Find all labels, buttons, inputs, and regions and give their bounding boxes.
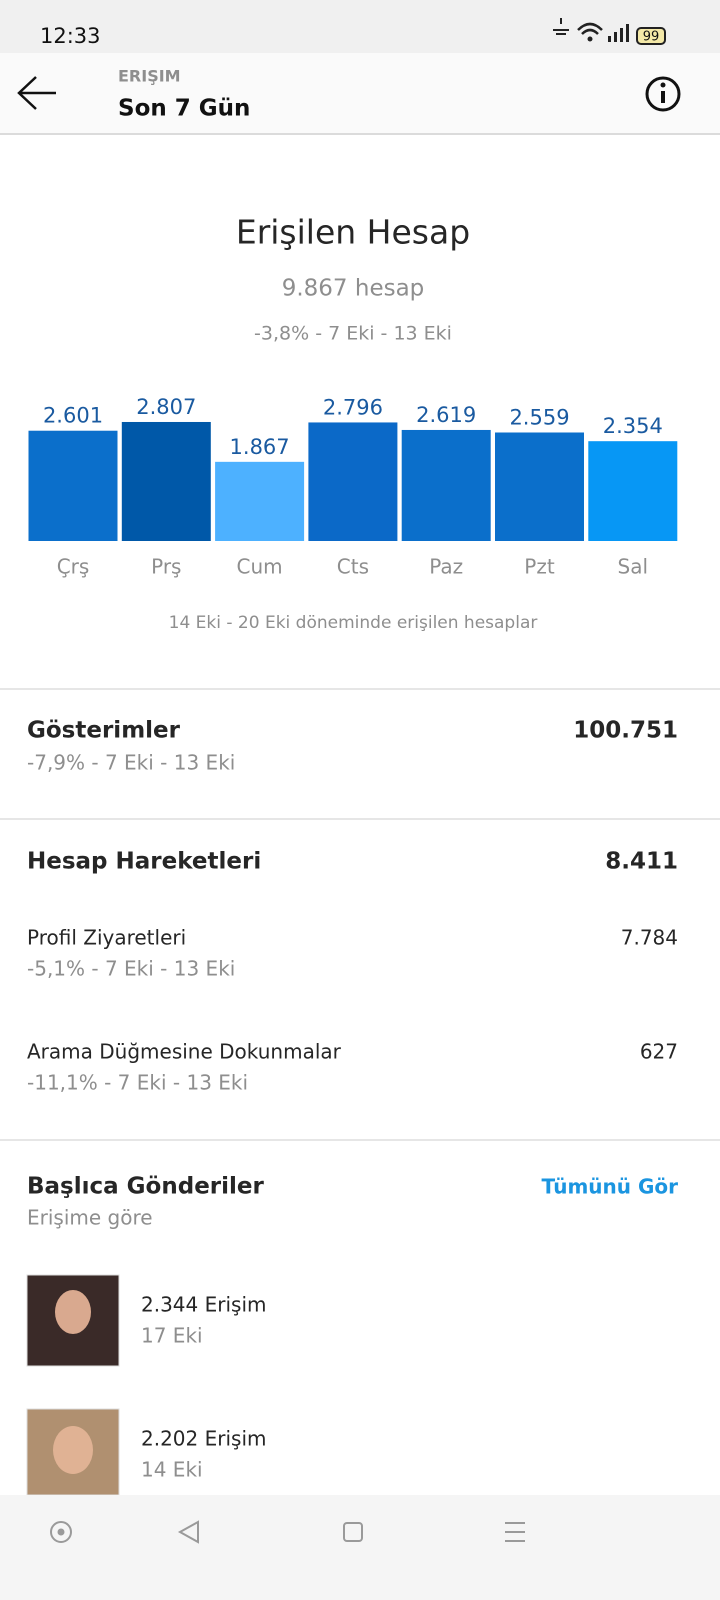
bar	[215, 461, 305, 541]
action-label: Profil Ziyaretleri	[27, 926, 186, 950]
actions-value: 8.411	[605, 849, 678, 875]
status-icons	[553, 18, 666, 45]
bar-value-label: 2.354	[603, 414, 663, 438]
bar	[401, 429, 491, 541]
info-button[interactable]	[645, 76, 681, 112]
bar-value-label: 2.796	[323, 395, 383, 419]
top-posts-subtitle: Erişime göre	[27, 1206, 153, 1230]
x-tick-label: Cts	[337, 555, 369, 579]
post-date: 17 Eki	[141, 1324, 203, 1348]
actions-label: Hesap Hareketleri	[27, 849, 261, 875]
chart-subtitle: 9.867 hesap	[282, 276, 425, 302]
thumbnail-detail	[53, 1426, 93, 1474]
status-bar	[0, 0, 720, 53]
impressions-change: -7,9% - 7 Eki - 13 Eki	[27, 751, 235, 775]
bar-value-label: 2.559	[509, 405, 569, 429]
x-tick-label: Sal	[618, 555, 649, 579]
bar	[121, 421, 211, 541]
nav-bar	[0, 1495, 720, 1600]
action-label: Arama Düğmesine Dokunmalar	[27, 1040, 342, 1064]
action-value: 627	[640, 1040, 678, 1064]
x-tick-label: Paz	[429, 555, 463, 579]
bar	[308, 422, 398, 541]
post-item[interactable]: 2.202 Erişim 14 Eki	[26, 1408, 267, 1496]
x-tick-label: Çrş	[57, 555, 90, 579]
post-reach: 2.202 Erişim	[141, 1427, 267, 1451]
post-date: 14 Eki	[141, 1458, 203, 1482]
x-tick-label: Cum	[237, 555, 283, 579]
top-posts-title: Başlıca Gönderiler	[27, 1174, 264, 1200]
post-item[interactable]: 2.344 Erişim 17 Eki	[26, 1274, 267, 1367]
chart-annotation: -3,8% - 7 Eki - 13 Eki	[254, 323, 452, 345]
chart-caption: 14 Eki - 20 Eki döneminde erişilen hesap…	[169, 613, 538, 633]
post-reach: 2.344 Erişim	[141, 1293, 267, 1317]
bar	[588, 441, 678, 541]
action-change: -5,1% - 7 Eki - 13 Eki	[27, 957, 235, 981]
bar	[495, 432, 584, 541]
battery-level: 99	[643, 30, 660, 45]
bar-value-label: 2.619	[416, 403, 476, 427]
thumbnail-detail	[55, 1290, 91, 1334]
nav-menu[interactable]	[505, 1522, 525, 1542]
impressions-value: 100.751	[573, 718, 678, 744]
header-title: Son 7 Gün	[118, 96, 250, 122]
nav-home[interactable]	[343, 1522, 363, 1542]
impressions-label: Gösterimler	[27, 718, 181, 744]
bar-value-label: 2.601	[43, 404, 103, 428]
status-time: 12:33	[40, 24, 101, 48]
bar	[28, 430, 118, 541]
header-bar	[0, 53, 720, 134]
header-overline: ERIŞIM	[118, 67, 181, 86]
x-tick-label: Prş	[151, 555, 181, 579]
bar-value-label: 2.807	[136, 395, 196, 419]
nav-assistant[interactable]	[50, 1521, 72, 1543]
back-button[interactable]	[17, 76, 56, 110]
see-all-link[interactable]: Tümünü Gör	[541, 1175, 678, 1199]
chart-title: Erişilen Hesap	[236, 213, 470, 252]
nav-back[interactable]	[177, 1520, 199, 1544]
action-change: -11,1% - 7 Eki - 13 Eki	[27, 1071, 248, 1095]
bar-chart: 2.601 Çrş 2.807 Prş 1.867 Cum 2.796 Cts 2.619 Paz…	[28, 395, 678, 579]
action-value: 7.784	[621, 926, 678, 950]
x-tick-label: Pzt	[524, 555, 555, 579]
bar-value-label: 1.867	[230, 435, 290, 459]
